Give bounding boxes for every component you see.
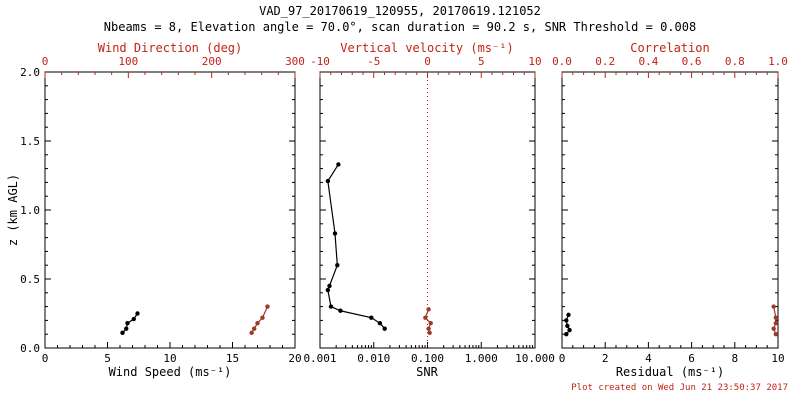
residual-point bbox=[566, 312, 571, 318]
x-tick-label: 0.001 bbox=[303, 352, 336, 365]
wind-direction-point bbox=[260, 315, 265, 320]
vertical-velocity-point bbox=[423, 315, 428, 320]
x2-tick-label: 1.0 bbox=[768, 55, 788, 68]
plot-title: VAD_97_20170619_120955, 20170619.121052 bbox=[259, 4, 541, 18]
snr-point bbox=[327, 283, 332, 289]
panel-border bbox=[44, 71, 296, 349]
x-tick-label: 0 bbox=[42, 352, 49, 365]
wind-speed-axis-title: Wind Speed (ms⁻¹) bbox=[108, 365, 232, 379]
vertical-velocity-point bbox=[428, 320, 433, 326]
y-tick-label: 1.5 bbox=[20, 135, 40, 148]
wind-direction-axis-title: Wind Direction (deg) bbox=[97, 41, 243, 55]
correlation-point bbox=[771, 304, 776, 309]
wind-speed-point bbox=[125, 320, 130, 326]
snr-point bbox=[338, 308, 343, 313]
snr-point bbox=[332, 231, 338, 236]
correlation-point bbox=[773, 320, 779, 326]
x-tick-label: 4 bbox=[645, 352, 652, 365]
x-tick-label: 10 bbox=[771, 352, 784, 365]
snr-point bbox=[336, 162, 341, 167]
x2-tick-label: 10 bbox=[528, 55, 541, 68]
x-tick-label: 1.000 bbox=[465, 352, 498, 365]
wind-speed-point bbox=[124, 326, 129, 331]
snr-point bbox=[369, 315, 374, 320]
residual-point bbox=[567, 327, 572, 333]
residual-axis-title: Residual (ms⁻¹) bbox=[615, 365, 725, 379]
vertical-velocity-point bbox=[427, 330, 432, 336]
y-tick-label: 0.0 bbox=[20, 342, 40, 355]
x-tick-label: 0 bbox=[559, 352, 566, 365]
x2-tick-label: 0.4 bbox=[638, 55, 658, 68]
snr-point bbox=[328, 304, 334, 309]
y-tick-label: 0.5 bbox=[20, 273, 40, 286]
x2-tick-label: 100 bbox=[118, 55, 138, 68]
x-tick-label: 0.100 bbox=[411, 352, 444, 365]
y-tick-label: 1.0 bbox=[20, 204, 40, 217]
snr-point bbox=[325, 287, 331, 293]
plot-subtitle: Nbeams = 8, Elevation angle = 70.0°, sca… bbox=[103, 20, 697, 34]
x2-tick-label: 200 bbox=[202, 55, 222, 68]
residual-point bbox=[564, 332, 569, 337]
x2-tick-label: 0.2 bbox=[595, 55, 615, 68]
residual-point bbox=[564, 318, 569, 323]
snr-point bbox=[335, 263, 340, 268]
wind-speed-point bbox=[131, 316, 136, 322]
residual-point bbox=[565, 323, 570, 329]
x2-tick-label: 300 bbox=[285, 55, 305, 68]
y-axis-title: z (km AGL) bbox=[6, 173, 20, 247]
plot-created-timestamp: Plot created on Wed Jun 21 23:50:37 2017 bbox=[571, 383, 788, 393]
x-tick-label: 5 bbox=[104, 352, 111, 365]
correlation-axis-title: Correlation bbox=[630, 41, 710, 55]
wind-direction-point bbox=[249, 330, 254, 336]
x2-tick-label: 0 bbox=[42, 55, 49, 68]
x-tick-label: 6 bbox=[688, 352, 695, 365]
panel-border bbox=[561, 71, 779, 349]
x-tick-label: 10.000 bbox=[515, 352, 555, 365]
correlation-point bbox=[773, 332, 779, 337]
x-tick-label: 8 bbox=[731, 352, 738, 365]
x-tick-label: 0.010 bbox=[357, 352, 390, 365]
vertical-velocity-axis-title: Vertical velocity (ms⁻¹) bbox=[340, 41, 514, 55]
x2-tick-label: -10 bbox=[310, 55, 330, 68]
wind-speed-point bbox=[135, 311, 140, 316]
y-tick-label: 2.0 bbox=[20, 66, 40, 79]
x2-tick-label: -5 bbox=[367, 55, 380, 68]
x-tick-label: 2 bbox=[602, 352, 609, 365]
snr-line bbox=[327, 164, 386, 330]
wind-direction-point bbox=[251, 326, 257, 331]
vertical-velocity-point bbox=[426, 307, 431, 312]
snr-point bbox=[377, 320, 383, 326]
x2-tick-label: 0.8 bbox=[725, 55, 745, 68]
x-tick-label: 20 bbox=[288, 352, 301, 365]
x2-tick-label: 5 bbox=[478, 55, 485, 68]
snr-point bbox=[382, 326, 387, 331]
x-tick-label: 15 bbox=[226, 352, 239, 365]
x2-tick-label: 0.6 bbox=[682, 55, 702, 68]
wind-direction-point bbox=[265, 304, 270, 309]
wind-direction-point bbox=[255, 320, 260, 326]
x2-tick-label: 0 bbox=[424, 55, 431, 68]
panel-border bbox=[319, 71, 536, 349]
correlation-point bbox=[771, 326, 776, 331]
wind-speed-point bbox=[120, 330, 125, 336]
x-tick-label: 10 bbox=[163, 352, 176, 365]
x2-tick-label: 0.0 bbox=[552, 55, 572, 68]
snr-axis-title: SNR bbox=[416, 365, 438, 379]
snr-point bbox=[325, 178, 331, 184]
correlation-point bbox=[773, 315, 779, 320]
vertical-velocity-point bbox=[426, 326, 431, 331]
